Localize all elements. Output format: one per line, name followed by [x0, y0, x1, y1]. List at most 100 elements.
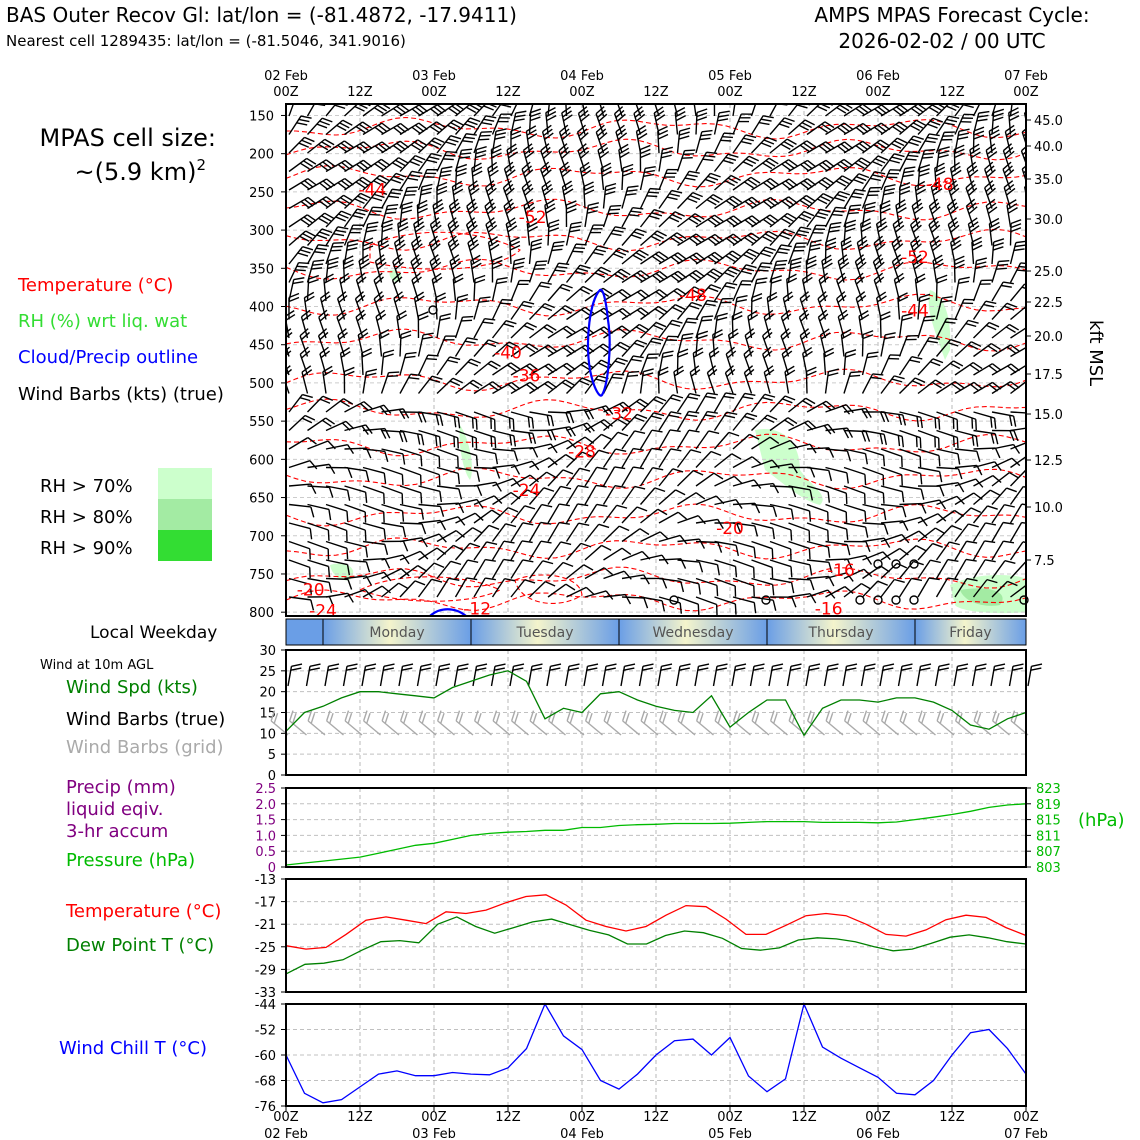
wind-barb-flag — [985, 522, 997, 526]
wind-barb-flag — [430, 257, 441, 266]
wind-barb — [751, 459, 773, 469]
wind-barb-flag — [1011, 457, 1021, 467]
wind-barb — [788, 540, 810, 550]
wind-barb-flag — [401, 510, 405, 522]
wind-barb-flag — [560, 485, 572, 490]
wind-barb-flag — [970, 507, 982, 514]
wind-barb — [399, 565, 419, 580]
wind-barb-flag — [909, 151, 921, 154]
wind-barb — [751, 577, 773, 586]
wind-barb-flag — [782, 313, 792, 322]
wind-barb-true-flag — [549, 667, 561, 671]
wind-barb-flag — [841, 240, 852, 247]
contour-label: -20 — [716, 519, 744, 539]
wind-barb-flag — [680, 581, 685, 593]
wind-barb-flag — [949, 104, 960, 109]
wind-barb-flag — [772, 600, 777, 611]
axis-tick-label: -76 — [255, 1100, 276, 1115]
wind-barb-flag — [640, 289, 650, 298]
wind-barb-flag — [894, 578, 905, 584]
wind-barb-flag — [822, 262, 833, 270]
wind-barb-flag — [897, 435, 901, 447]
wind-barb-flag — [849, 374, 861, 378]
cell-size-label: MPAS cell size: — [40, 124, 216, 152]
wind-barb-flag — [747, 310, 758, 317]
wind-barb-flag — [704, 178, 716, 184]
wind-barb-flag — [958, 132, 969, 136]
wind-barb-flag — [532, 447, 539, 458]
wind-barb — [286, 317, 290, 339]
wind-barb-flag — [295, 269, 306, 272]
wind-barb — [1029, 523, 1041, 541]
wind-barb — [1009, 503, 1023, 524]
wind-barb-flag — [915, 545, 927, 552]
wind-barb-flag — [495, 468, 501, 479]
wind-barb-flag — [475, 418, 478, 430]
wind-barb-flag — [352, 214, 364, 219]
wind-barb-flag — [701, 129, 713, 133]
wind-barb — [399, 503, 422, 510]
wind-barb — [1029, 224, 1033, 246]
wind-barb-flag — [310, 506, 315, 518]
wind-barb-flag — [856, 295, 867, 303]
wind-barb-true-flag — [808, 667, 820, 671]
wind-barb-flag — [706, 273, 717, 280]
wind-barb-flag — [492, 381, 502, 389]
wind-barb-flag — [420, 455, 423, 467]
wind-barb-flag — [825, 141, 835, 149]
height-tick-label: 30.0 — [1034, 213, 1063, 228]
wind-barb-flag — [952, 436, 955, 447]
wind-barb-flag — [855, 107, 865, 116]
wind-barb-flag — [524, 505, 536, 510]
wind-barb-flag — [884, 332, 896, 336]
wind-barb-flag — [863, 568, 873, 578]
wind-barb-flag — [595, 378, 607, 383]
wind-barb-flag — [578, 146, 589, 155]
bottom-date-label: 05 Feb — [708, 1127, 752, 1140]
wind-barb — [473, 104, 487, 117]
wind-barb-flag — [306, 214, 317, 222]
wind-barb-flag — [824, 176, 835, 185]
wind-barb-true-flag — [790, 667, 801, 671]
wind-barb-flag — [949, 206, 959, 215]
wind-barb — [825, 558, 848, 561]
wind-barb-flag — [334, 104, 346, 110]
wind-barb-flag — [915, 119, 927, 126]
wind-barb-flag — [657, 133, 669, 140]
wind-barb-flag — [912, 122, 924, 129]
wind-barb-flag — [940, 299, 952, 303]
wind-barb-flag — [708, 346, 719, 355]
wind-barb-flag — [673, 365, 684, 373]
wind-barb-flag — [488, 383, 499, 391]
wind-barb-flag — [337, 226, 349, 230]
wind-barb-flag — [541, 305, 553, 312]
wind-barb-flag — [781, 163, 791, 171]
wind-barb-flag — [992, 246, 1004, 251]
calm-circle — [891, 559, 901, 569]
wind-barb-flag — [697, 330, 709, 336]
wind-barb-true-flag — [623, 667, 635, 671]
wind-barb-grid-flag — [569, 712, 575, 724]
wind-barb-flag — [977, 114, 989, 118]
wind-barb — [418, 533, 440, 543]
wind-barb-flag — [467, 235, 477, 244]
wind-barb-flag — [686, 197, 698, 204]
wind-barb-flag — [492, 255, 503, 262]
wind-barb-flag — [1015, 240, 1026, 244]
height-tick-label: 12.5 — [1034, 454, 1063, 469]
wind-barb-flag — [722, 136, 733, 139]
wind-barb-flag — [505, 523, 517, 528]
wind-barb-flag — [714, 251, 724, 260]
wind-barb-flag — [692, 254, 702, 263]
wind-barb-grid-flag — [695, 710, 701, 722]
wind-barb — [454, 577, 468, 598]
wind-barb — [880, 562, 898, 580]
wind-barb-flag — [828, 562, 833, 573]
wind-barb — [898, 561, 914, 579]
wind-barb-flag — [880, 208, 891, 214]
wind-barb — [1010, 411, 1026, 414]
wind-barb — [732, 559, 754, 569]
wind-barb-flag — [731, 453, 742, 460]
wind-barb-flag — [401, 205, 413, 210]
wind-barb — [751, 540, 773, 550]
